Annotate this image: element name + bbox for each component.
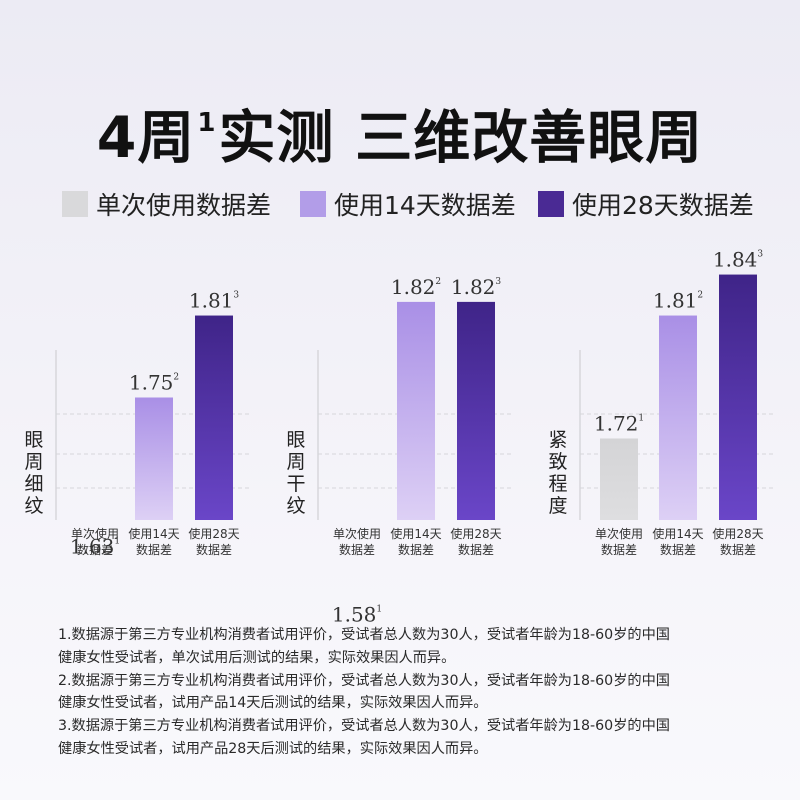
footnote-line: 3.数据源于第三方专业机构消费者试用评价，受试者总人数为30人，受试者年龄为18… — [58, 718, 670, 735]
y-axis-label: 眼周细纹 — [24, 429, 43, 517]
value-label-14days: 1.752 — [129, 371, 179, 395]
legend-label-single: 单次使用数据差 — [96, 191, 272, 220]
chart-dry-lines-svg: 眼周干纹 1.581 单次使用数据差 1.822 使用14天数据差 1.823 使用28天数… — [286, 275, 514, 627]
title-footnote: 1 — [197, 108, 217, 138]
chart-firmness-svg: 紧致程度 1.721 单次使用数据差 1.812 使用14天数据差 1.843 使用28天数… — [548, 248, 776, 557]
category-label-28days: 使用28天数据差 — [450, 526, 501, 557]
title-part-b: 实测 三维改善眼周 — [218, 105, 704, 171]
chart-fine-lines: 眼周细纹 1.631 单次使用数据差 1.752 使用14天数据差 1.813 使用28天数… — [20, 250, 260, 570]
legend-item-28days: 使用28天数据差 — [538, 184, 754, 224]
value-label-single: 1.631 — [70, 534, 120, 558]
footnote-line: 健康女性受试者，单次试用后测试的结果，实际效果因人而异。 — [58, 649, 456, 666]
value-label-14days: 1.822 — [391, 275, 441, 299]
chart-dry-lines: 眼周干纹 1.581 单次使用数据差 1.822 使用14天数据差 1.823 使用28天数… — [282, 250, 522, 627]
legend-item-14days: 使用14天数据差 — [300, 184, 516, 224]
footnotes: 1.数据源于第三方专业机构消费者试用评价，受试者总人数为30人，受试者年龄为18… — [58, 624, 758, 761]
legend-label-28days: 使用28天数据差 — [572, 191, 754, 220]
bar-28days — [457, 301, 495, 520]
chart-firmness: 紧致程度 1.721 单次使用数据差 1.812 使用14天数据差 1.843 使用28天数… — [544, 248, 784, 570]
category-label-28days: 使用28天数据差 — [188, 526, 239, 557]
value-label-single: 1.721 — [594, 411, 644, 435]
value-label-28days: 1.843 — [713, 248, 764, 272]
bar-14days — [397, 301, 435, 520]
bar-28days — [195, 315, 233, 520]
value-label-single: 1.581 — [332, 603, 382, 627]
category-label-14days: 使用14天数据差 — [128, 526, 179, 557]
footnote-line: 2.数据源于第三方专业机构消费者试用评价，受试者总人数为30人，受试者年龄为18… — [58, 672, 670, 689]
footnote-line: 健康女性受试者，试用产品28天后测试的结果，实际效果因人而异。 — [58, 740, 488, 757]
footnote-line: 1.数据源于第三方专业机构消费者试用评价，受试者总人数为30人，受试者年龄为18… — [58, 627, 670, 643]
bar-single — [600, 438, 638, 520]
legend-label-14days: 使用14天数据差 — [334, 191, 516, 220]
category-label-28days: 使用28天数据差 — [712, 526, 763, 557]
bar-28days — [719, 274, 757, 520]
bar-14days — [659, 315, 697, 520]
category-label-14days: 使用14天数据差 — [652, 526, 703, 557]
y-axis-label: 紧致程度 — [548, 429, 567, 517]
category-label-single: 单次使用数据差 — [595, 526, 643, 557]
legend-item-single: 单次使用数据差 — [62, 184, 271, 224]
category-label-single: 单次使用数据差 — [333, 526, 381, 557]
legend-swatch-single — [62, 191, 88, 217]
page-title: 4周1实测 三维改善眼周 — [0, 88, 800, 173]
value-label-28days: 1.823 — [451, 275, 502, 299]
footnote-line: 健康女性受试者，试用产品14天后测试的结果，实际效果因人而异。 — [58, 695, 488, 712]
y-axis-label: 眼周干纹 — [286, 429, 305, 517]
legend-swatch-14days — [300, 191, 326, 217]
legend: 单次使用数据差 使用14天数据差 使用28天数据差 — [0, 184, 800, 224]
value-label-14days: 1.812 — [653, 289, 703, 313]
category-label-single: 单次使用数据差 — [71, 526, 119, 557]
title-part-a: 4周 — [96, 105, 196, 171]
bar-14days — [135, 397, 173, 520]
value-label-28days: 1.813 — [189, 289, 240, 313]
legend-swatch-28days — [538, 191, 564, 217]
category-label-14days: 使用14天数据差 — [390, 526, 441, 557]
